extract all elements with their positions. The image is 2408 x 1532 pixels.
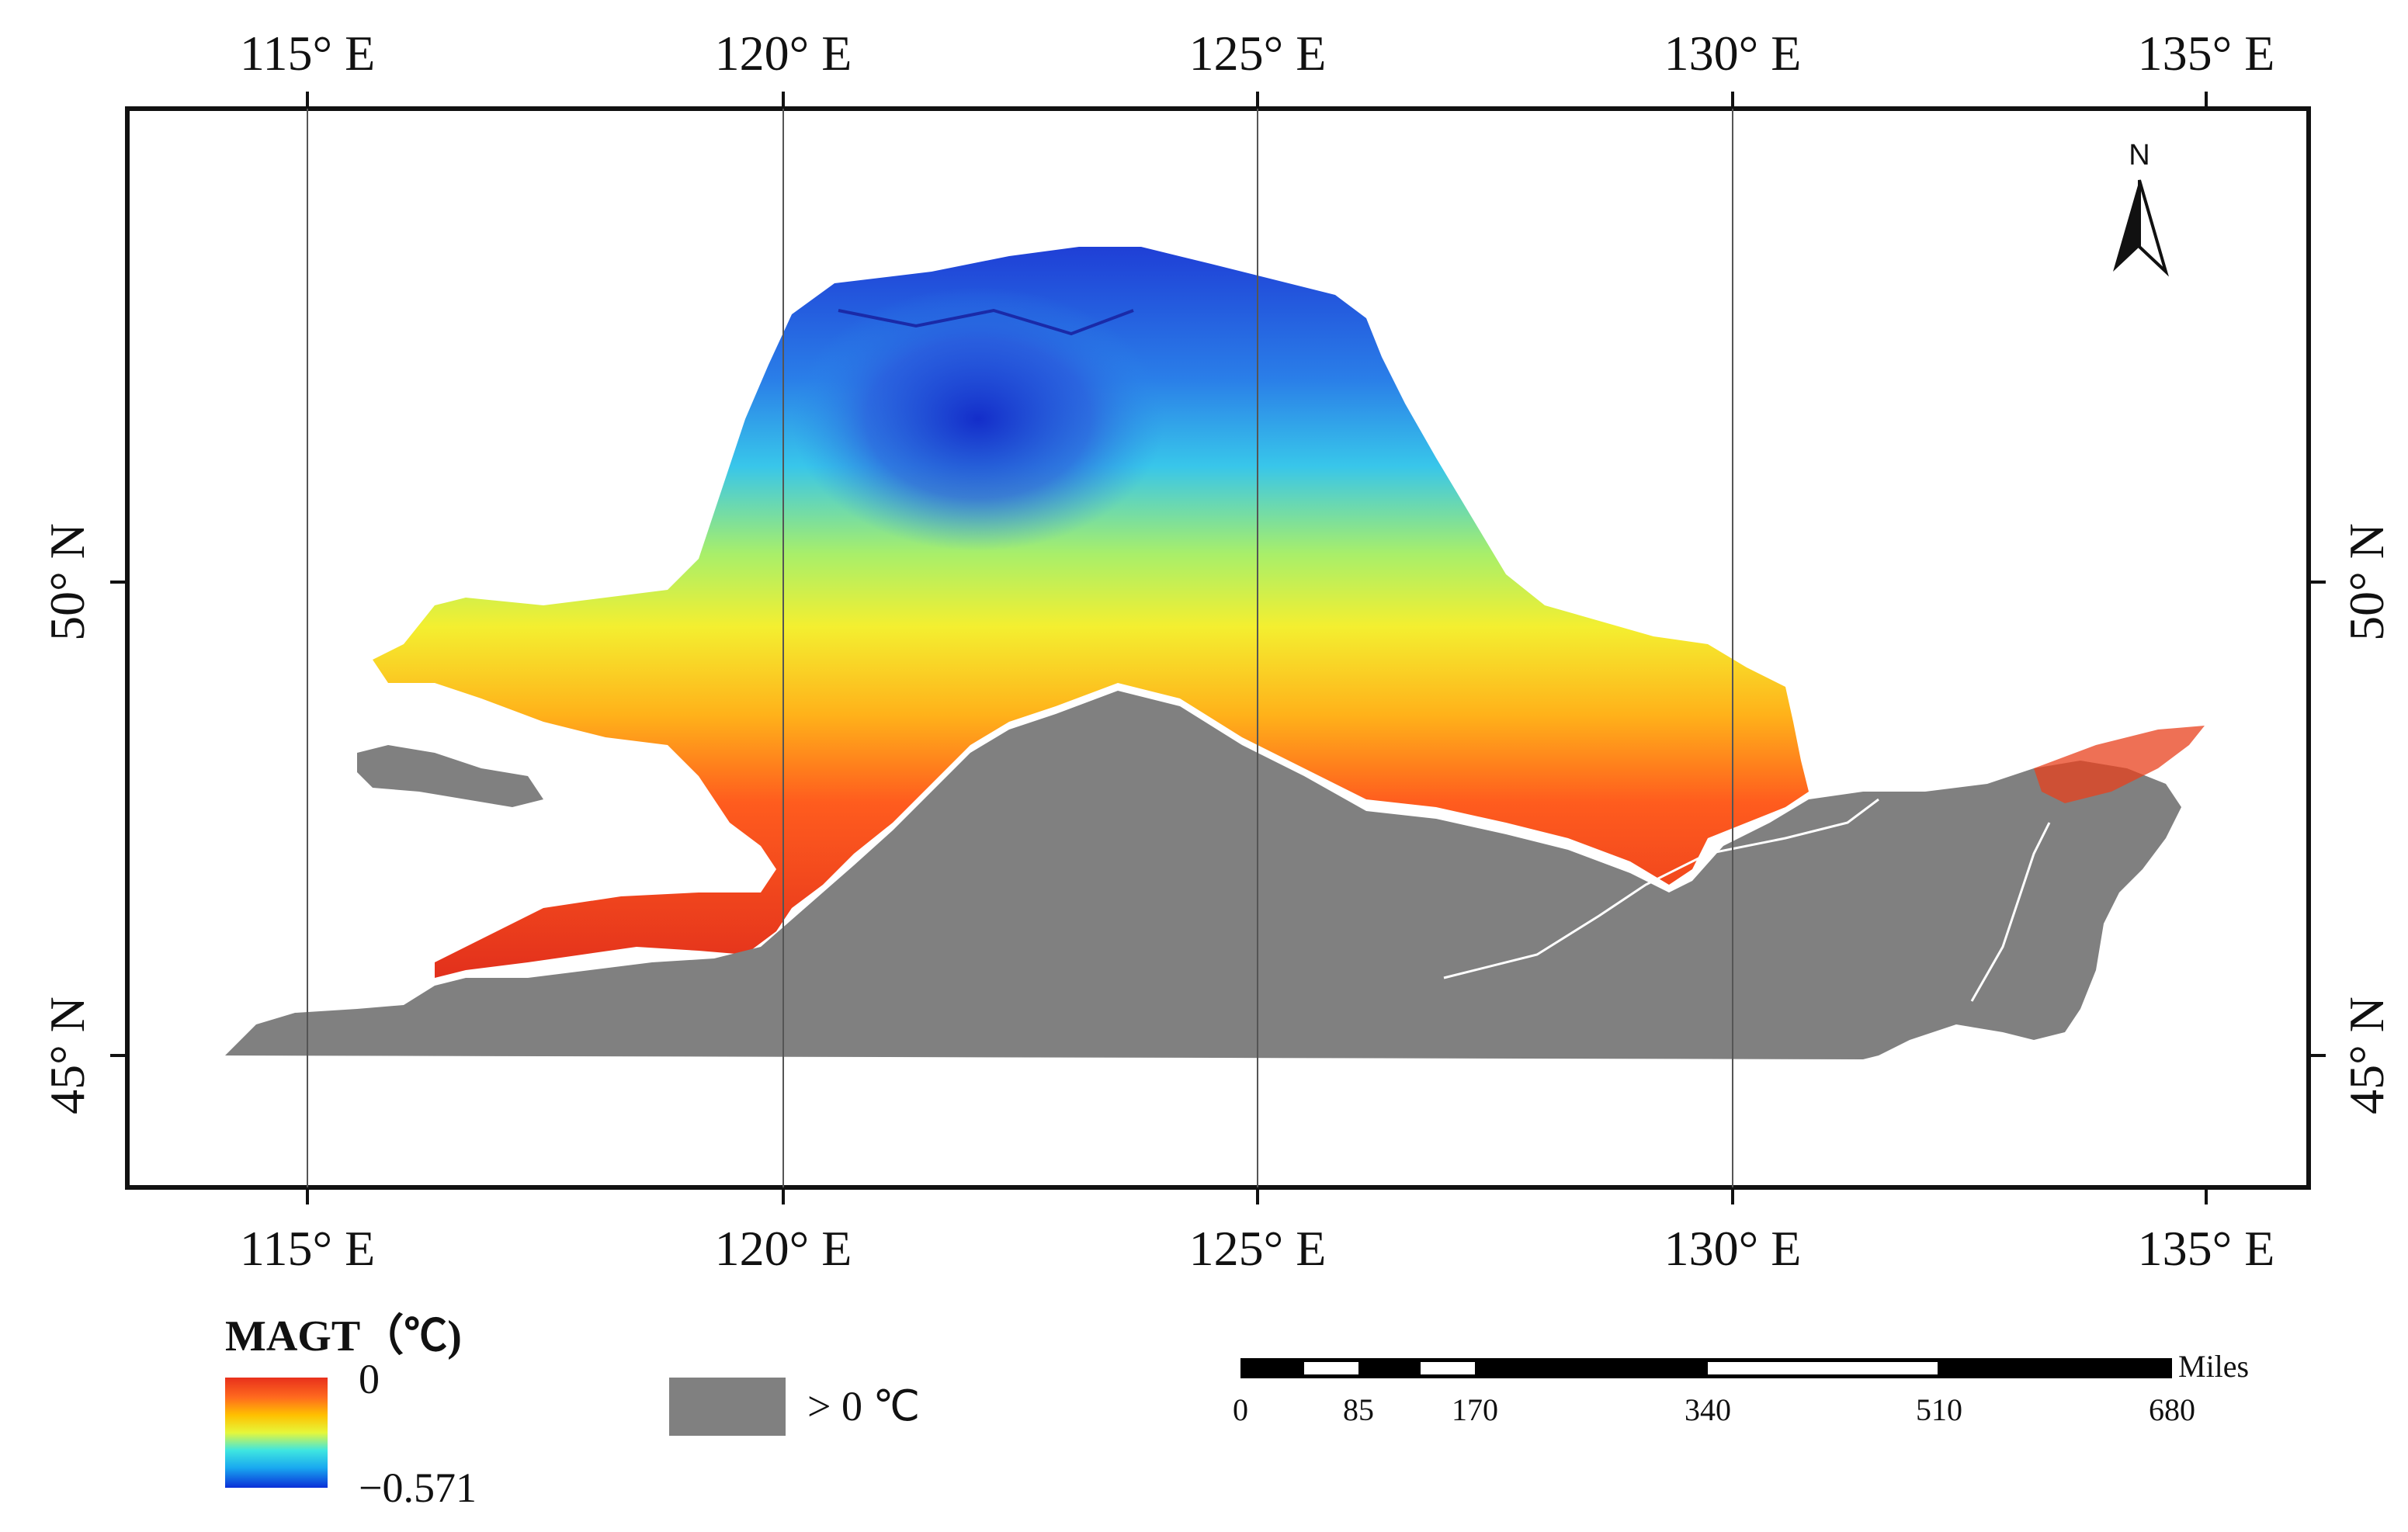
- lat-label-right-50: 50° N: [2339, 523, 2394, 641]
- scale-label-680: 680: [2149, 1392, 2195, 1427]
- lon-label-top-115: 115° E: [240, 26, 375, 81]
- lon-label-top-125: 125° E: [1189, 26, 1327, 81]
- north-arrow-label: N: [2129, 139, 2150, 172]
- lat-label-left-50: 50° N: [40, 523, 95, 641]
- river-line: [838, 308, 1134, 336]
- latitude-ticks: [110, 581, 2326, 1057]
- scale-label-0: 0: [1233, 1392, 1248, 1427]
- lon-label-top-120: 120° E: [715, 26, 852, 81]
- lon-label-top-135: 135° E: [2138, 26, 2275, 81]
- scale-label-85: 85: [1343, 1392, 1374, 1427]
- lon-label-bottom-115: 115° E: [240, 1221, 375, 1276]
- lat-label-left-45: 45° N: [40, 996, 95, 1114]
- river-line: [1443, 798, 1879, 979]
- scale-bar: [1240, 1358, 2172, 1378]
- legend-min-label: −0.571: [359, 1464, 477, 1511]
- legend-positive-label: > 0 ℃: [807, 1383, 920, 1430]
- scale-label-170: 170: [1452, 1392, 1498, 1427]
- lon-label-bottom-125: 125° E: [1189, 1221, 1327, 1276]
- legend-gradient-bar: [225, 1378, 328, 1488]
- scale-label-340: 340: [1685, 1392, 1731, 1427]
- non-permafrost-region: [225, 691, 2181, 1059]
- lon-label-bottom-120: 120° E: [715, 1221, 852, 1276]
- scale-label-510: 510: [1916, 1392, 1962, 1427]
- cold-core-area: [792, 287, 1164, 551]
- scale-unit: Miles: [2178, 1349, 2249, 1384]
- legend-positive-swatch: [669, 1378, 786, 1436]
- map-content: [225, 109, 2205, 1187]
- warm-boundary-east: [2034, 726, 2205, 803]
- lon-label-bottom-130: 130° E: [1664, 1221, 1802, 1276]
- longitude-ticks: [306, 92, 2208, 1204]
- river-line: [1970, 822, 2051, 1002]
- legend-title: MAGT（℃): [225, 1312, 462, 1360]
- north-arrow-icon: N: [2113, 139, 2169, 277]
- permafrost-region: [373, 247, 1809, 978]
- lon-label-top-130: 130° E: [1664, 26, 1802, 81]
- lon-label-bottom-135: 135° E: [2138, 1221, 2275, 1276]
- lat-label-right-45: 45° N: [2339, 996, 2394, 1114]
- legend-max-label: 0: [359, 1356, 380, 1402]
